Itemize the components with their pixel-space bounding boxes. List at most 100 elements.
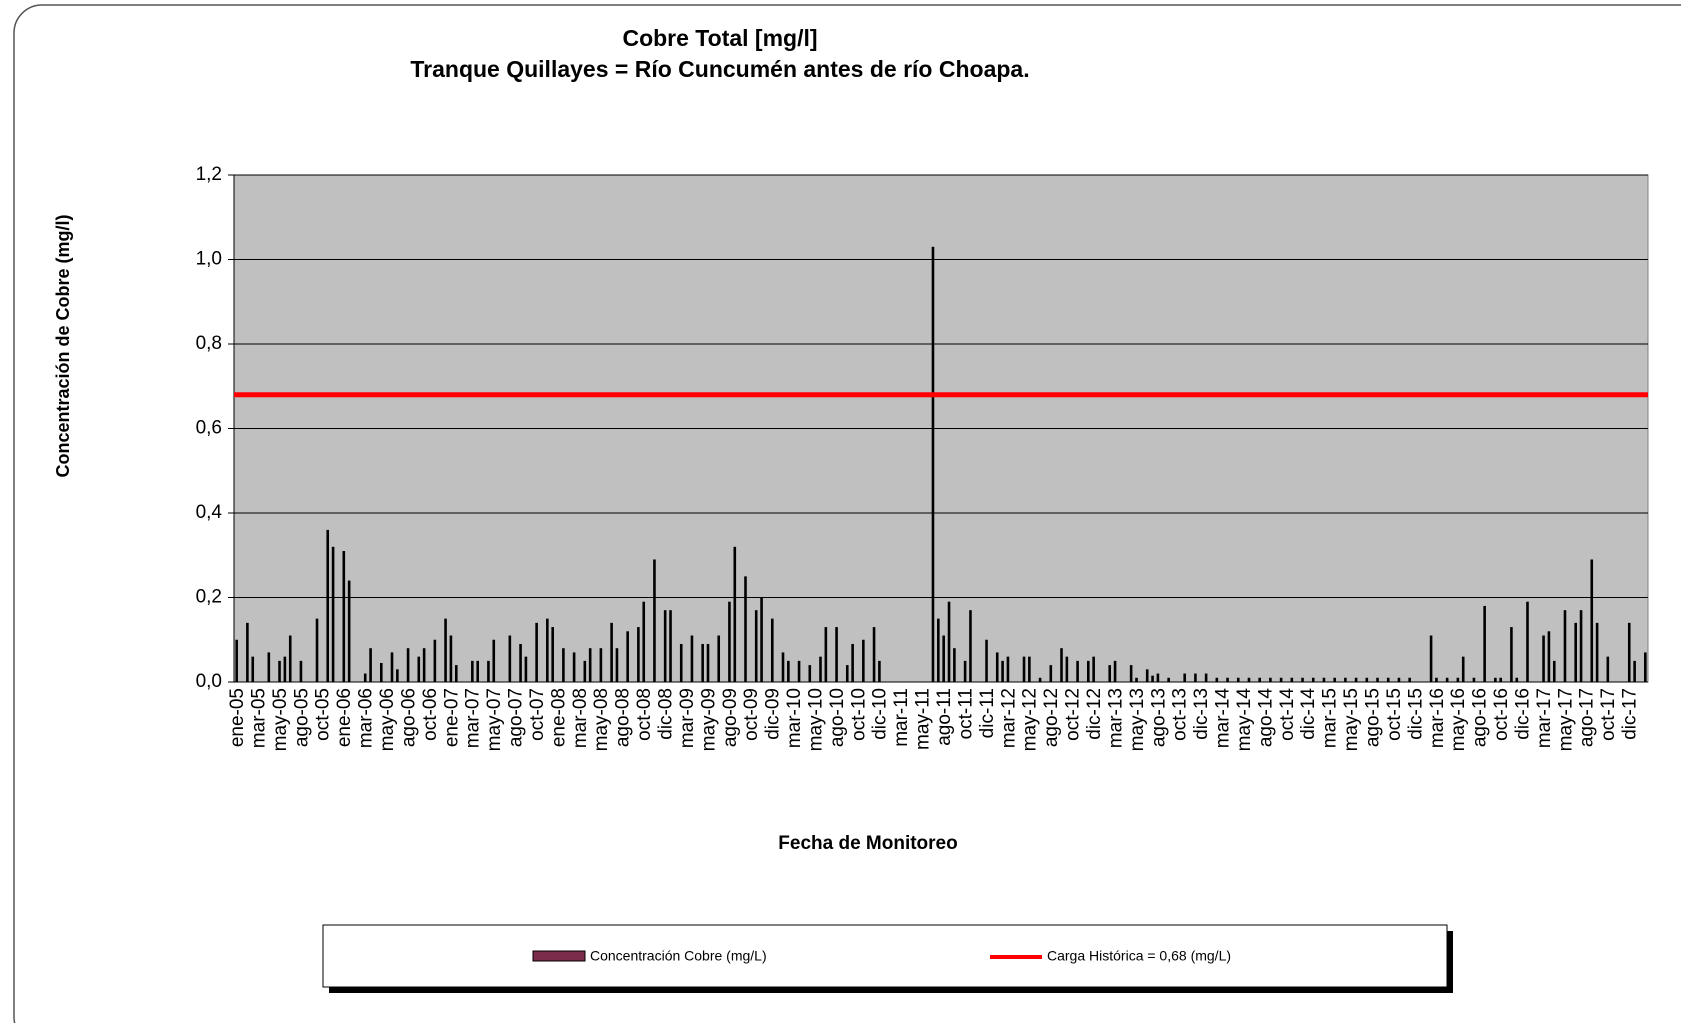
bar [1456,677,1460,682]
bar [487,660,490,682]
bar [1001,660,1004,682]
x-tick-label: ago-07 [506,688,527,747]
bar [283,656,287,682]
x-tick-label: may-16 [1448,688,1469,751]
bar [1156,673,1160,682]
x-tick-label: oct-05 [313,688,334,741]
bar [862,639,865,682]
bar [449,635,453,682]
x-tick-label: ago-14 [1255,688,1276,748]
bar [417,656,421,682]
x-tick-label: mar-06 [356,688,377,748]
x-tick-label: ago-13 [1148,688,1169,747]
x-tick-label: mar-13 [1105,688,1126,748]
bar [1563,610,1567,682]
bar [1183,673,1187,682]
bar [947,601,951,682]
x-tick-label: oct-07 [527,688,548,741]
bar [770,618,774,682]
bar [663,610,667,682]
bar [733,546,737,682]
bar [1386,677,1390,682]
x-tick-label: ago-12 [1041,688,1062,747]
bar [1397,677,1401,682]
bar [1606,656,1610,682]
x-tick-label: oct-10 [848,688,869,741]
x-tick-label: mar-07 [463,688,484,748]
frame [13,4,1681,1023]
bar [1022,656,1026,682]
bar [299,660,303,682]
x-tick-label: dic-17 [1620,688,1641,740]
bar [267,652,271,682]
bar [562,648,565,682]
bar [808,665,812,682]
x-tick-label: mar-11 [891,688,912,747]
bar [1499,677,1503,682]
bar [744,576,747,682]
bar [1215,677,1219,682]
bar [471,660,474,682]
x-tick-label: mar-16 [1427,688,1448,748]
bar [454,665,458,682]
legend-swatch [532,950,586,962]
y-tick-label: 1,2 [196,164,222,185]
bar [1515,677,1519,682]
x-tick-label: may-05 [270,688,291,751]
bar [969,610,972,682]
x-tick-label: ago-09 [720,688,741,747]
x-tick-label: ene-07 [441,688,462,747]
bar [342,551,346,682]
bar [331,546,335,682]
x-tick-label: ago-11 [934,688,955,746]
bar [572,652,576,682]
x-tick-label: mar-15 [1320,688,1341,748]
bar [422,648,426,682]
x-tick-label: may-07 [484,688,505,751]
x-tick-label: ago-06 [398,688,419,747]
y-tick-label: 1,0 [196,249,222,270]
bar [551,627,554,682]
bar [1408,677,1411,682]
x-tick-label: may-12 [1020,688,1041,751]
y-tick-label: 0,0 [196,671,222,692]
x-tick-label: ago-10 [827,688,848,747]
x-tick-label: ene-05 [227,688,248,747]
bar [1445,677,1449,682]
bar [1226,677,1229,682]
bar [1333,677,1336,682]
bar [1579,610,1583,682]
bar [1290,677,1294,682]
bar [1590,559,1594,682]
bar [535,622,538,682]
x-tick-label: ene-08 [548,688,569,747]
x-tick-label: oct-08 [634,688,655,741]
x-tick-label: oct-12 [1063,688,1084,741]
x-tick-label: may-15 [1341,688,1362,751]
bar [1354,677,1358,682]
bar [626,631,629,682]
bar [1547,631,1551,682]
bar [347,580,351,682]
x-axis-title: Fecha de Monitoreo [778,833,957,854]
x-tick-label: dic-11 [977,688,998,738]
x-tick-label: dic-13 [1191,688,1212,740]
bar [1060,648,1063,682]
chart-title: Cobre Total [mg/l] [622,25,817,51]
y-tick-label: 0,2 [196,587,222,608]
x-tick-label: ago-17 [1577,688,1598,747]
x-tick-label: dic-14 [1298,688,1319,740]
bar [1129,665,1133,682]
bar [824,627,828,682]
bar [963,660,967,682]
x-tick-label: may-08 [591,688,612,751]
bar [701,643,704,682]
bar [1494,677,1497,682]
bar [717,635,721,682]
bar [1542,635,1545,682]
y-tick-label: 0,6 [196,418,222,439]
bar [878,660,881,682]
bar [797,660,801,682]
bar [942,635,945,682]
